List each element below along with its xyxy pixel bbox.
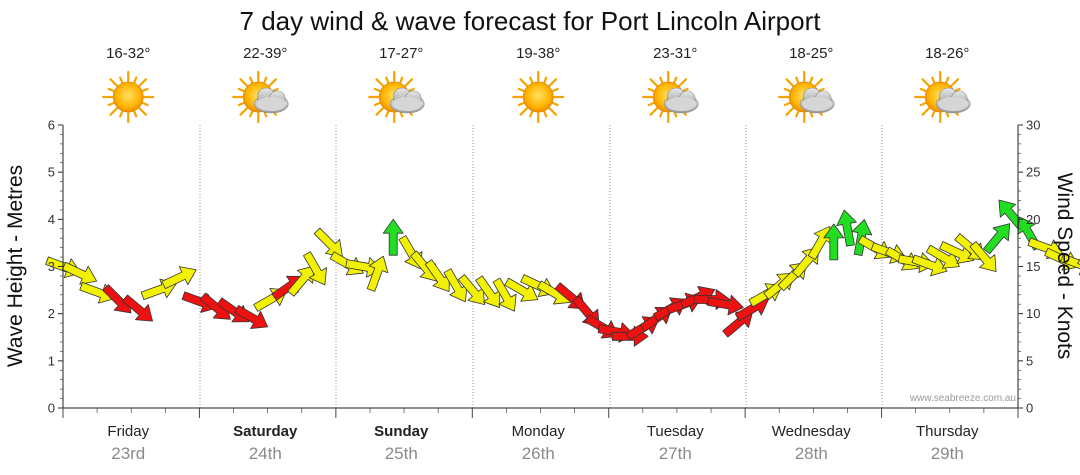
- day-name: Saturday: [233, 423, 298, 440]
- day-date: 26th: [522, 444, 555, 463]
- plot-background: [63, 125, 1018, 408]
- wind-arrow: [61, 261, 98, 285]
- day-labels: Friday 23rd Saturday 24th Sunday 25th Monday 26…: [107, 423, 979, 463]
- day-name: Wednesday: [772, 423, 851, 440]
- left-tick-label: 3: [48, 259, 55, 274]
- right-axis-label: Wind Speed - Knots: [1053, 173, 1076, 360]
- temp-range: 17-27°: [379, 45, 423, 62]
- day-date: 29th: [931, 444, 964, 463]
- wind-arrow: [823, 223, 845, 261]
- chart-title: 7 day wind & wave forecast for Port Linc…: [240, 6, 822, 36]
- temp-range: 23-31°: [653, 45, 697, 62]
- left-tick-label: 4: [48, 212, 55, 227]
- wind-arrows: [45, 199, 1080, 347]
- wind-arrow: [706, 294, 744, 316]
- right-tick-label: 30: [1026, 118, 1040, 133]
- wind-arrow: [313, 227, 343, 257]
- plot-area: [63, 125, 1018, 408]
- wind-arrow: [983, 223, 1011, 255]
- day-name: Thursday: [916, 423, 979, 440]
- partly-cloudy-icon: [914, 70, 971, 124]
- day-name: Monday: [512, 423, 566, 440]
- wind-arrow: [492, 277, 517, 312]
- day-date: 28th: [795, 444, 828, 463]
- sun-icon: [512, 70, 565, 124]
- temp-range: 22-39°: [243, 45, 287, 62]
- temp-range: 18-25°: [789, 45, 833, 62]
- day-date: 25th: [385, 444, 418, 463]
- temp-range: 19-38°: [516, 45, 560, 62]
- day-date: 23rd: [111, 444, 145, 463]
- right-tick-label: 0: [1026, 401, 1033, 416]
- day-name: Friday: [107, 423, 149, 440]
- day-name: Sunday: [374, 423, 429, 440]
- left-tick-label: 2: [48, 306, 55, 321]
- left-tick-label: 5: [48, 165, 55, 180]
- left-axis-label: Wave Height - Metres: [4, 165, 27, 367]
- right-tick-label: 5: [1026, 353, 1033, 368]
- right-tick-label: 25: [1026, 165, 1040, 180]
- right-tick-label: 10: [1026, 306, 1040, 321]
- left-tick-label: 1: [48, 353, 55, 368]
- wind-arrow: [161, 266, 197, 290]
- temp-range: 18-26°: [925, 45, 969, 62]
- daily-forecast-header: 16-32° 22-39° 17-27° 19-38° 23-31° 18-25° 18-2…: [102, 45, 971, 124]
- left-tick-label: 6: [48, 118, 55, 133]
- day-date: 24th: [249, 444, 282, 463]
- temp-range: 16-32°: [106, 45, 150, 62]
- wind-arrow: [969, 241, 997, 273]
- sun-icon: [102, 70, 155, 124]
- wind-arrow: [382, 218, 404, 256]
- wind-arrow: [303, 251, 327, 286]
- right-tick-label: 15: [1026, 259, 1040, 274]
- wind-arrow: [122, 294, 153, 322]
- partly-cloudy-icon: [232, 70, 289, 124]
- day-date: 27th: [659, 444, 692, 463]
- day-name: Tuesday: [647, 423, 704, 440]
- axes: 0 1 2 3 4 5 6 0 5 10 15 20 25 30: [48, 118, 1040, 418]
- wind-arrow: [836, 209, 857, 247]
- wind-arrow: [234, 305, 269, 329]
- partly-cloudy-icon: [642, 70, 699, 124]
- wind-arrow: [366, 255, 389, 292]
- wind-arrow: [287, 265, 315, 297]
- left-tick-label: 0: [48, 401, 55, 416]
- right-tick-label: 20: [1026, 212, 1040, 227]
- watermark: www.seabreeze.com.au: [909, 393, 1016, 404]
- partly-cloudy-icon: [778, 70, 835, 124]
- partly-cloudy-icon: [368, 70, 425, 124]
